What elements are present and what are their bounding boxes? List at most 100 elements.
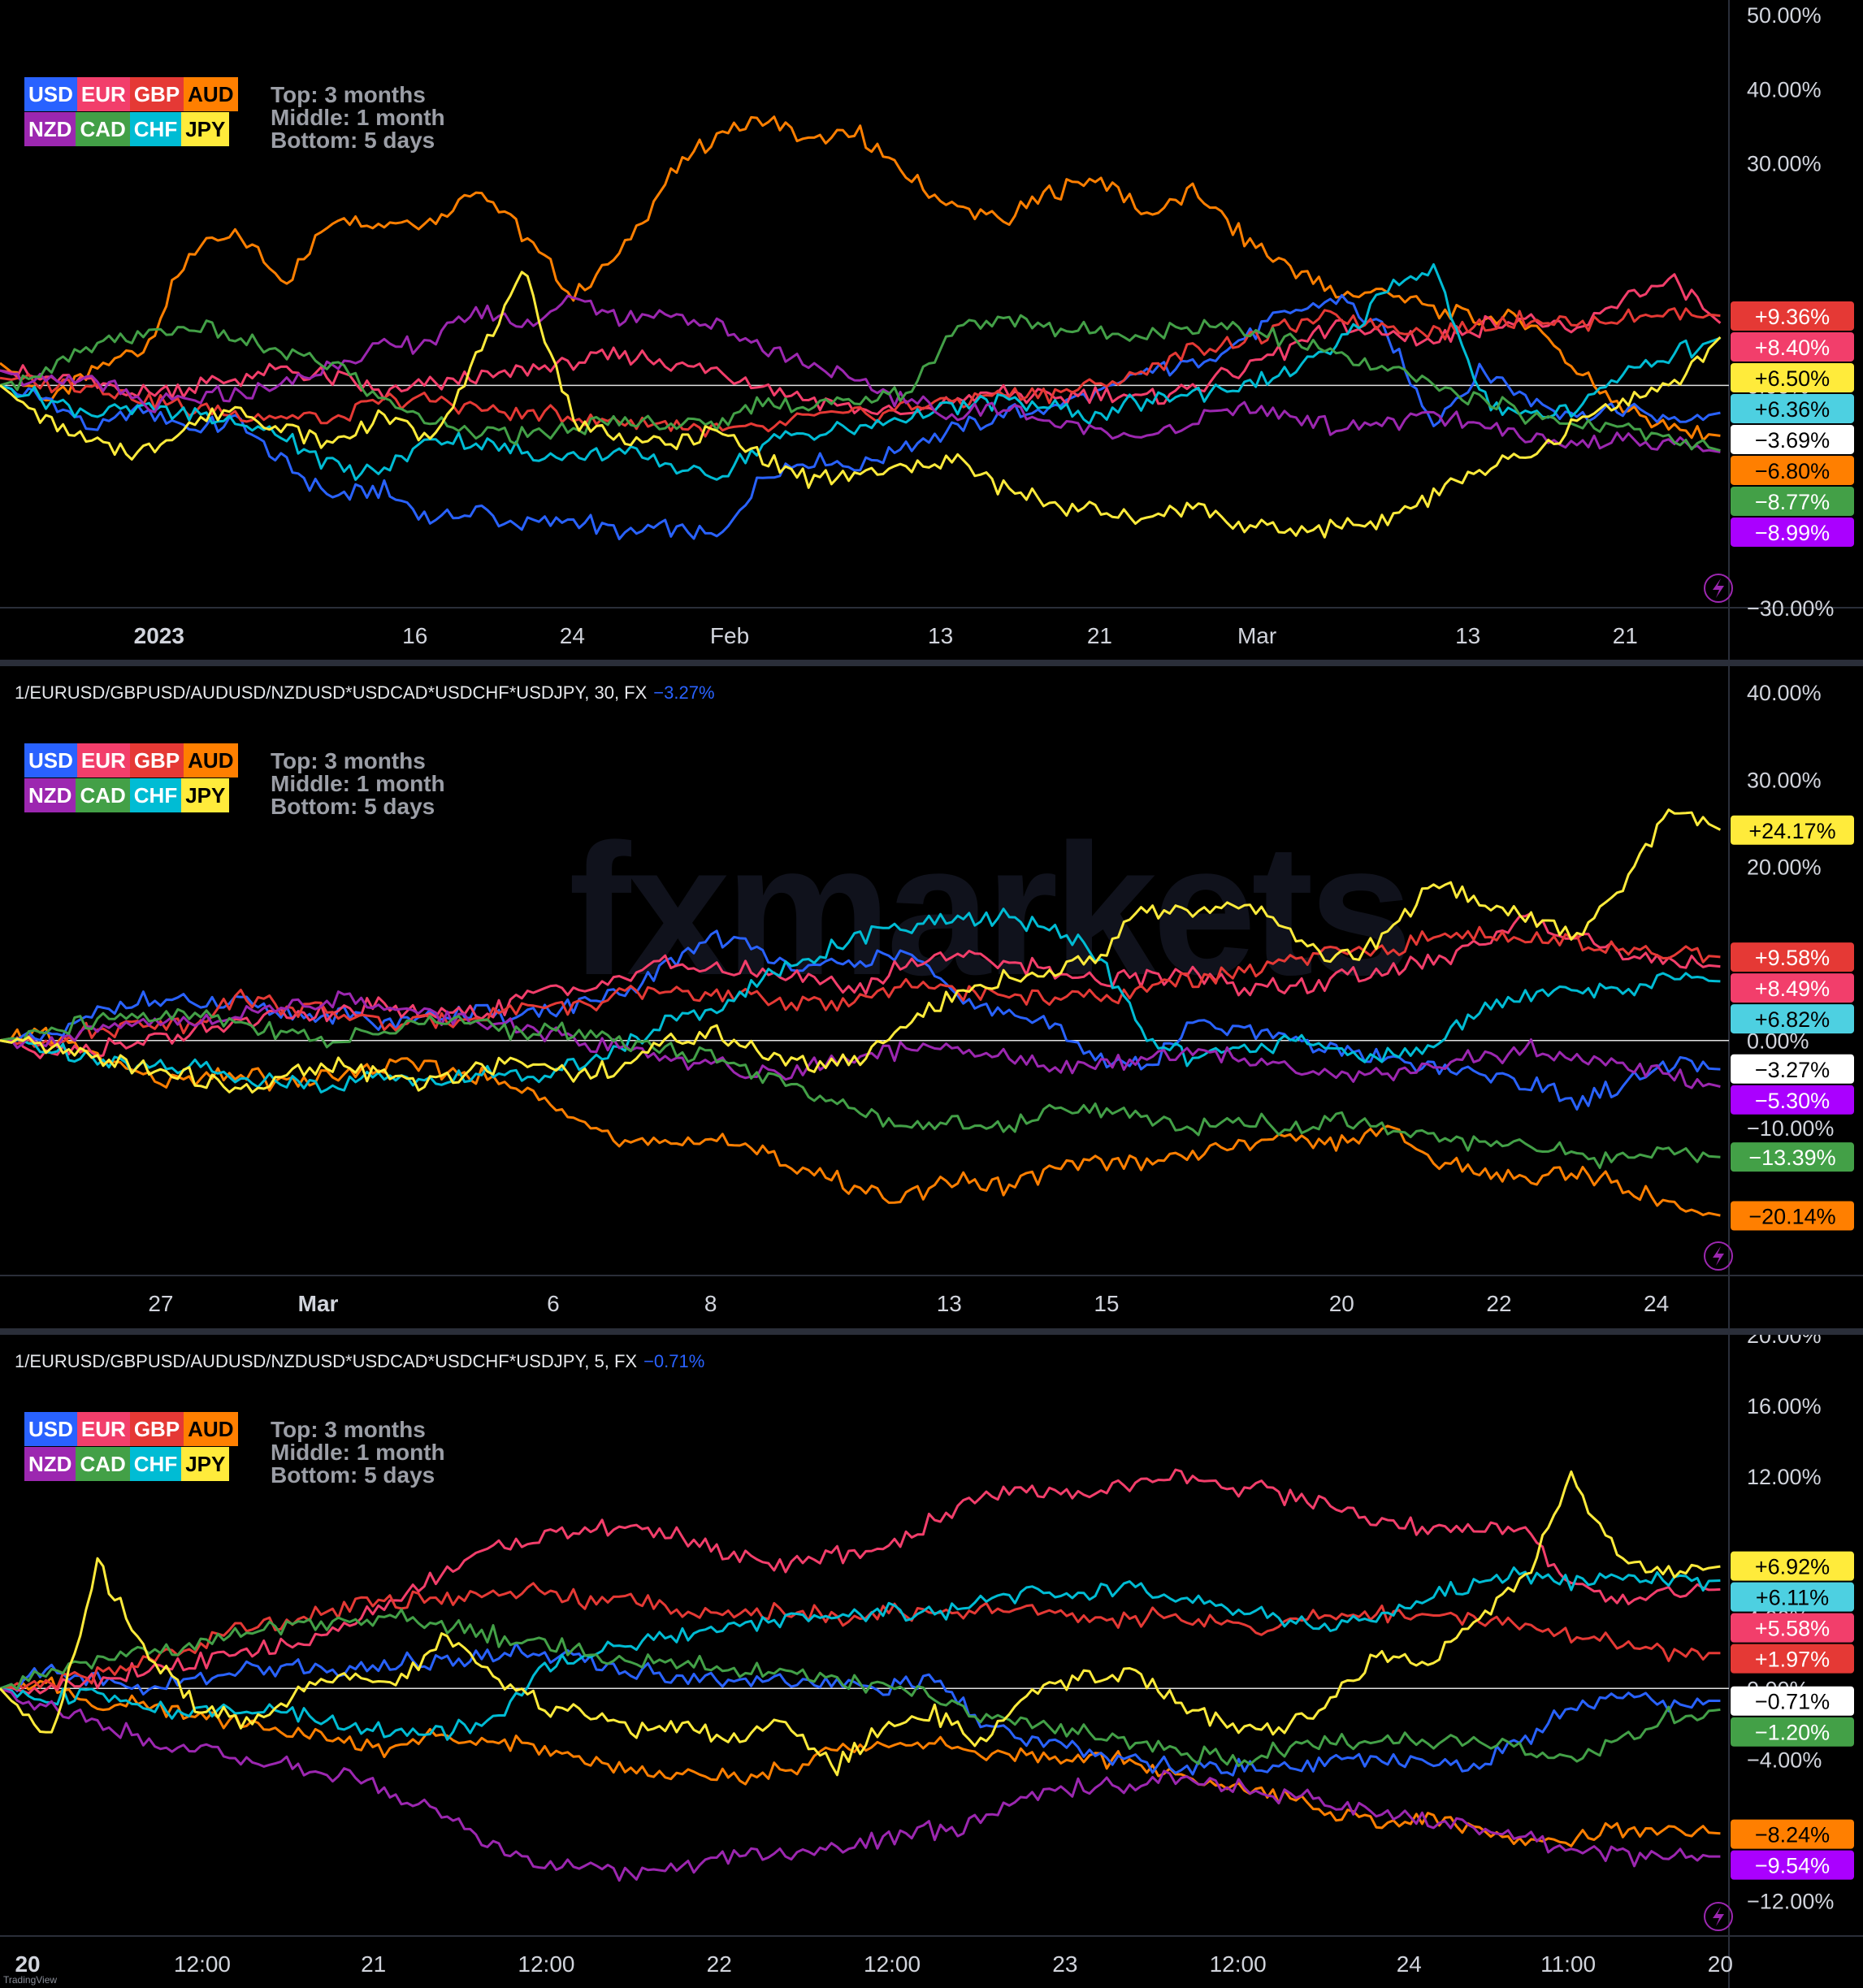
x-tick-label: 12:00 bbox=[174, 1951, 231, 1977]
legend-jpy: JPY bbox=[181, 1447, 230, 1481]
legend-gbp: GBP bbox=[129, 743, 184, 777]
price-marker-bg bbox=[1731, 942, 1854, 972]
price-marker-bg bbox=[1731, 1582, 1854, 1612]
price-marker-bg bbox=[1731, 393, 1854, 423]
x-tick-label: 22 bbox=[1486, 1291, 1511, 1316]
y-tick-label: 16.00% bbox=[1747, 1394, 1822, 1418]
price-marker-label: −3.27% bbox=[1755, 1058, 1830, 1082]
x-tick-label: 27 bbox=[148, 1291, 173, 1316]
x-tick-label: 2023 bbox=[134, 623, 184, 648]
series-line-gbp[interactable] bbox=[0, 307, 1721, 438]
series-line-aud[interactable] bbox=[0, 115, 1721, 442]
x-tick-label: 13 bbox=[928, 623, 953, 648]
price-marker-label: +5.58% bbox=[1755, 1617, 1830, 1641]
x-tick-label: 12:00 bbox=[864, 1951, 921, 1977]
symbol-change: −3.27% bbox=[653, 682, 715, 703]
x-tick-label: 21 bbox=[361, 1951, 386, 1977]
price-marker-bg bbox=[1731, 517, 1854, 547]
price-marker-bg bbox=[1731, 1819, 1854, 1849]
price-marker-label: +8.40% bbox=[1755, 336, 1830, 360]
x-tick-label: 12:00 bbox=[1210, 1951, 1267, 1977]
chart-panel-3-months[interactable]: 50.00%40.00%30.00%0.00%−20.00%−30.00%202… bbox=[0, 0, 1863, 660]
series-line-cad[interactable] bbox=[0, 1608, 1721, 1768]
legend-eur: EUR bbox=[76, 1412, 130, 1446]
lightning-icon[interactable] bbox=[1704, 1902, 1733, 1931]
y-tick-label: 50.00% bbox=[1747, 3, 1822, 28]
x-tick-label: 20 bbox=[15, 1951, 40, 1977]
price-marker-label: −5.30% bbox=[1755, 1089, 1830, 1113]
x-tick-label: 13 bbox=[937, 1291, 962, 1316]
series-line-chf[interactable] bbox=[0, 907, 1721, 1094]
currency-legend: USD EUR GBP AUD NZD CAD CHF JPY bbox=[24, 77, 244, 147]
chart-canvas-5-days[interactable]: 20.00%16.00%12.00%4.00%0.00%−4.00%−12.00… bbox=[0, 1335, 1863, 1988]
price-marker-label: −8.24% bbox=[1755, 1823, 1830, 1847]
x-tick-label: 13 bbox=[1455, 623, 1480, 648]
legend-chf: CHF bbox=[129, 1447, 182, 1481]
symbol-header[interactable]: 1/EURUSD/GBPUSD/AUDUSD/NZDUSD*USDCAD*USD… bbox=[15, 1351, 704, 1372]
price-marker-label: +6.50% bbox=[1755, 366, 1830, 391]
price-marker-bg bbox=[1731, 1686, 1854, 1716]
x-tick-label: Mar bbox=[1237, 623, 1276, 648]
pane-separator[interactable] bbox=[0, 660, 1863, 666]
symbol-header[interactable]: 1/EURUSD/GBPUSD/AUDUSD/NZDUSD*USDCAD*USD… bbox=[15, 682, 715, 704]
period-middle-label: Middle: 1 month bbox=[271, 105, 445, 130]
series-line-usd[interactable] bbox=[0, 294, 1721, 540]
period-bottom-label: Bottom: 5 days bbox=[271, 1462, 435, 1488]
x-tick-label: 24 bbox=[560, 623, 585, 648]
series-line-eur[interactable] bbox=[0, 912, 1721, 1059]
pane-separator[interactable] bbox=[0, 1328, 1863, 1335]
series-line-chf[interactable] bbox=[0, 1566, 1721, 1741]
price-marker-label: −0.71% bbox=[1755, 1690, 1830, 1714]
series-line-nzd[interactable] bbox=[0, 294, 1721, 453]
legend-gbp: GBP bbox=[129, 77, 184, 111]
chart-canvas-3-months[interactable]: 50.00%40.00%30.00%0.00%−20.00%−30.00%202… bbox=[0, 0, 1863, 660]
series-line-jpy[interactable] bbox=[0, 271, 1722, 539]
price-marker-label: +8.49% bbox=[1755, 977, 1830, 1001]
y-tick-label: −30.00% bbox=[1747, 596, 1834, 621]
y-tick-label: −4.00% bbox=[1747, 1748, 1822, 1772]
legend-usd: USD bbox=[24, 1412, 77, 1446]
period-top-label: Top: 3 months bbox=[271, 748, 426, 773]
lightning-icon[interactable] bbox=[1704, 574, 1733, 603]
legend-nzd: NZD bbox=[24, 778, 76, 812]
series-line-cad[interactable] bbox=[0, 1007, 1721, 1169]
series-line-gbp[interactable] bbox=[0, 925, 1721, 1048]
series-line-nzd[interactable] bbox=[0, 990, 1721, 1089]
series-line-eur[interactable] bbox=[0, 1468, 1721, 1695]
period-middle-label: Middle: 1 month bbox=[271, 771, 445, 796]
price-marker-label: +1.97% bbox=[1755, 1648, 1830, 1672]
x-tick-label: 8 bbox=[704, 1291, 717, 1316]
series-line-aud[interactable] bbox=[0, 1026, 1721, 1217]
price-marker-bg bbox=[1731, 1850, 1854, 1880]
series-line-jpy[interactable] bbox=[0, 808, 1722, 1094]
x-tick-label: 20 bbox=[1329, 1291, 1354, 1316]
series-line-jpy[interactable] bbox=[0, 1470, 1721, 1777]
price-marker-bg bbox=[1731, 424, 1854, 454]
x-tick-label: 21 bbox=[1087, 623, 1112, 648]
period-top-label: Top: 3 months bbox=[271, 82, 426, 107]
series-line-usd[interactable] bbox=[0, 1642, 1721, 1777]
legend-nzd: NZD bbox=[24, 1447, 76, 1481]
series-line-usd[interactable] bbox=[0, 929, 1721, 1111]
y-tick-label: 20.00% bbox=[1747, 1335, 1822, 1348]
lightning-icon[interactable] bbox=[1704, 1241, 1733, 1271]
series-line-chf[interactable] bbox=[0, 262, 1721, 481]
price-marker-label: −8.99% bbox=[1755, 521, 1830, 545]
chart-panel-5-days[interactable]: 20.00%16.00%12.00%4.00%0.00%−4.00%−12.00… bbox=[0, 1335, 1863, 1988]
x-tick-label: 23 bbox=[1052, 1951, 1077, 1977]
series-line-aud[interactable] bbox=[0, 1676, 1721, 1847]
tradingview-logo[interactable]: TradingView bbox=[3, 1974, 58, 1986]
legend-usd: USD bbox=[24, 743, 77, 777]
y-tick-label: 12.00% bbox=[1747, 1465, 1822, 1489]
chart-canvas-1-month[interactable]: 40.00%30.00%20.00%0.00%−10.00%27 Mar 6 8 13 1… bbox=[0, 666, 1863, 1328]
symbol-text: 1/EURUSD/GBPUSD/AUDUSD/NZDUSD*USDCAD*USD… bbox=[15, 682, 648, 703]
y-tick-label: 40.00% bbox=[1747, 77, 1822, 102]
x-tick-label: Feb bbox=[710, 623, 749, 648]
y-tick-label: −12.00% bbox=[1747, 1889, 1834, 1913]
price-marker-bg bbox=[1731, 815, 1854, 845]
series-line-gbp[interactable] bbox=[0, 1582, 1721, 1690]
series-line-cad[interactable] bbox=[0, 314, 1721, 453]
series-line-nzd[interactable] bbox=[0, 1687, 1721, 1882]
legend-row-2: NZD CAD CHF JPY bbox=[24, 112, 244, 146]
chart-panel-1-month[interactable]: fxmarkets 40.00% 30.00% 20.00% 0.00% −10.00%… bbox=[0, 666, 1863, 1328]
